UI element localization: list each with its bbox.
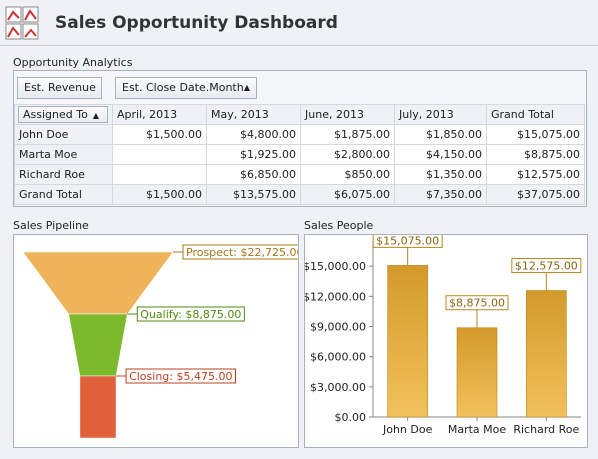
- chart-panel: $0.00 $3,000.00 $6,000.00 $9,000.00 $12,000.…: [303, 232, 588, 448]
- column-header: July, 2013: [394, 104, 487, 125]
- bar: [387, 265, 428, 418]
- pivot-grid: Est. Revenue Est. Close Date.Month ▲ Assi…: [13, 70, 587, 207]
- app-icon: [5, 6, 39, 40]
- bar-chart: $0.00 $3,000.00 $6,000.00 $9,000.00 $12,000.…: [303, 232, 582, 436]
- cell: $8,875.00: [486, 144, 585, 165]
- column-header: June, 2013: [300, 104, 395, 125]
- y-tick-label: $3,000.00: [310, 381, 366, 394]
- cell: $1,500.00: [112, 124, 207, 145]
- y-tick-label: $6,000.00: [310, 351, 366, 364]
- cell: $1,925.00: [206, 144, 301, 165]
- cell: [112, 144, 207, 165]
- y-tick-label: $0.00: [335, 411, 367, 424]
- sort-arrow: ▲: [92, 111, 99, 120]
- cell: $2,800.00: [300, 144, 395, 165]
- cell: $13,575.00: [206, 184, 301, 205]
- cell: $1,850.00: [394, 124, 487, 145]
- dashboard-title: Sales Opportunity Dashboard: [55, 13, 338, 33]
- field-label: Assigned To: [23, 108, 88, 121]
- bar: [526, 290, 567, 418]
- column-header: April, 2013: [112, 104, 207, 125]
- field-label: Est. Close Date.Month: [122, 81, 244, 94]
- x-tick-label: John Doe: [382, 423, 433, 436]
- section-title: Sales People: [304, 219, 374, 232]
- row-header: Grand Total: [14, 184, 113, 205]
- funnel-segment: [79, 375, 117, 439]
- column-field-button[interactable]: Est. Close Date.Month ▲: [115, 77, 257, 99]
- cell: $6,850.00: [206, 164, 301, 185]
- label-box: [136, 306, 245, 322]
- cell: $37,075.00: [486, 184, 585, 205]
- cell: $1,350.00: [394, 164, 487, 185]
- data-row: John Doe $1,500.00 $4,800.00 $1,875.00 $1,85…: [14, 124, 585, 145]
- row-header: Richard Roe: [14, 164, 113, 185]
- data-label: Qualify: $8,875.00: [140, 308, 241, 321]
- cell: $6,075.00: [300, 184, 395, 205]
- data-label: Prospect: $22,725.00: [186, 246, 298, 259]
- funnel-segment: [22, 251, 174, 315]
- row-field-button[interactable]: Assigned To ▲: [18, 106, 108, 123]
- data-label: $15,075.00: [376, 235, 439, 247]
- funnel-segment: [68, 313, 128, 377]
- data-label: Closing: $5,475.00: [129, 370, 232, 383]
- bar: [456, 327, 498, 418]
- x-tick-label: Richard Roe: [513, 423, 579, 436]
- cell: $15,075.00: [486, 124, 585, 145]
- chart-panel: Prospect: $22,725.00 Qualify: $8,875.00 Cl…: [13, 234, 307, 448]
- section-title: Sales Pipeline: [13, 219, 89, 232]
- cell: $12,575.00: [486, 164, 585, 185]
- label-box: [511, 258, 582, 274]
- cell: $7,350.00: [394, 184, 487, 205]
- label-box: [445, 295, 509, 311]
- data-row: Richard Roe $6,850.00 $850.00 $1,350.00 $12,…: [14, 164, 585, 185]
- corner-cell: Assigned To ▲: [14, 104, 113, 125]
- x-tick-label: Marta Moe: [448, 423, 507, 436]
- data-field-button[interactable]: Est. Revenue: [17, 77, 102, 99]
- y-tick-label: $12,000.00: [305, 290, 366, 303]
- data-label: $12,575.00: [515, 260, 578, 273]
- grand-total-row: Grand Total $1,500.00 $13,575.00 $6,075.00 $…: [14, 184, 585, 205]
- section-title: Opportunity Analytics: [13, 56, 133, 69]
- row-header: Marta Moe: [14, 144, 113, 165]
- column-header: Grand Total: [486, 104, 585, 125]
- label-box: [125, 368, 236, 384]
- pivot-table: Assigned To ▲ April, 2013 May, 2013 June, 20…: [14, 104, 585, 205]
- cell: [112, 164, 207, 185]
- separator: [0, 45, 598, 46]
- y-tick-label: $15,000.00: [305, 260, 366, 273]
- y-tick-label: $9,000.00: [310, 320, 366, 333]
- cell: $4,150.00: [394, 144, 487, 165]
- cell: $1,875.00: [300, 124, 395, 145]
- cell: $850.00: [300, 164, 395, 185]
- header-row: Assigned To ▲ April, 2013 May, 2013 June, 20…: [14, 104, 585, 125]
- column-header: May, 2013: [206, 104, 301, 125]
- data-label: $8,875.00: [449, 297, 505, 310]
- data-row: Marta Moe $1,925.00 $2,800.00 $4,150.00 $8,8…: [14, 144, 585, 165]
- row-header: John Doe: [14, 124, 113, 145]
- cell: $1,500.00: [112, 184, 207, 205]
- funnel-chart: Prospect: $22,725.00 Qualify: $8,875.00 Cl…: [22, 244, 307, 439]
- cell: $4,800.00: [206, 124, 301, 145]
